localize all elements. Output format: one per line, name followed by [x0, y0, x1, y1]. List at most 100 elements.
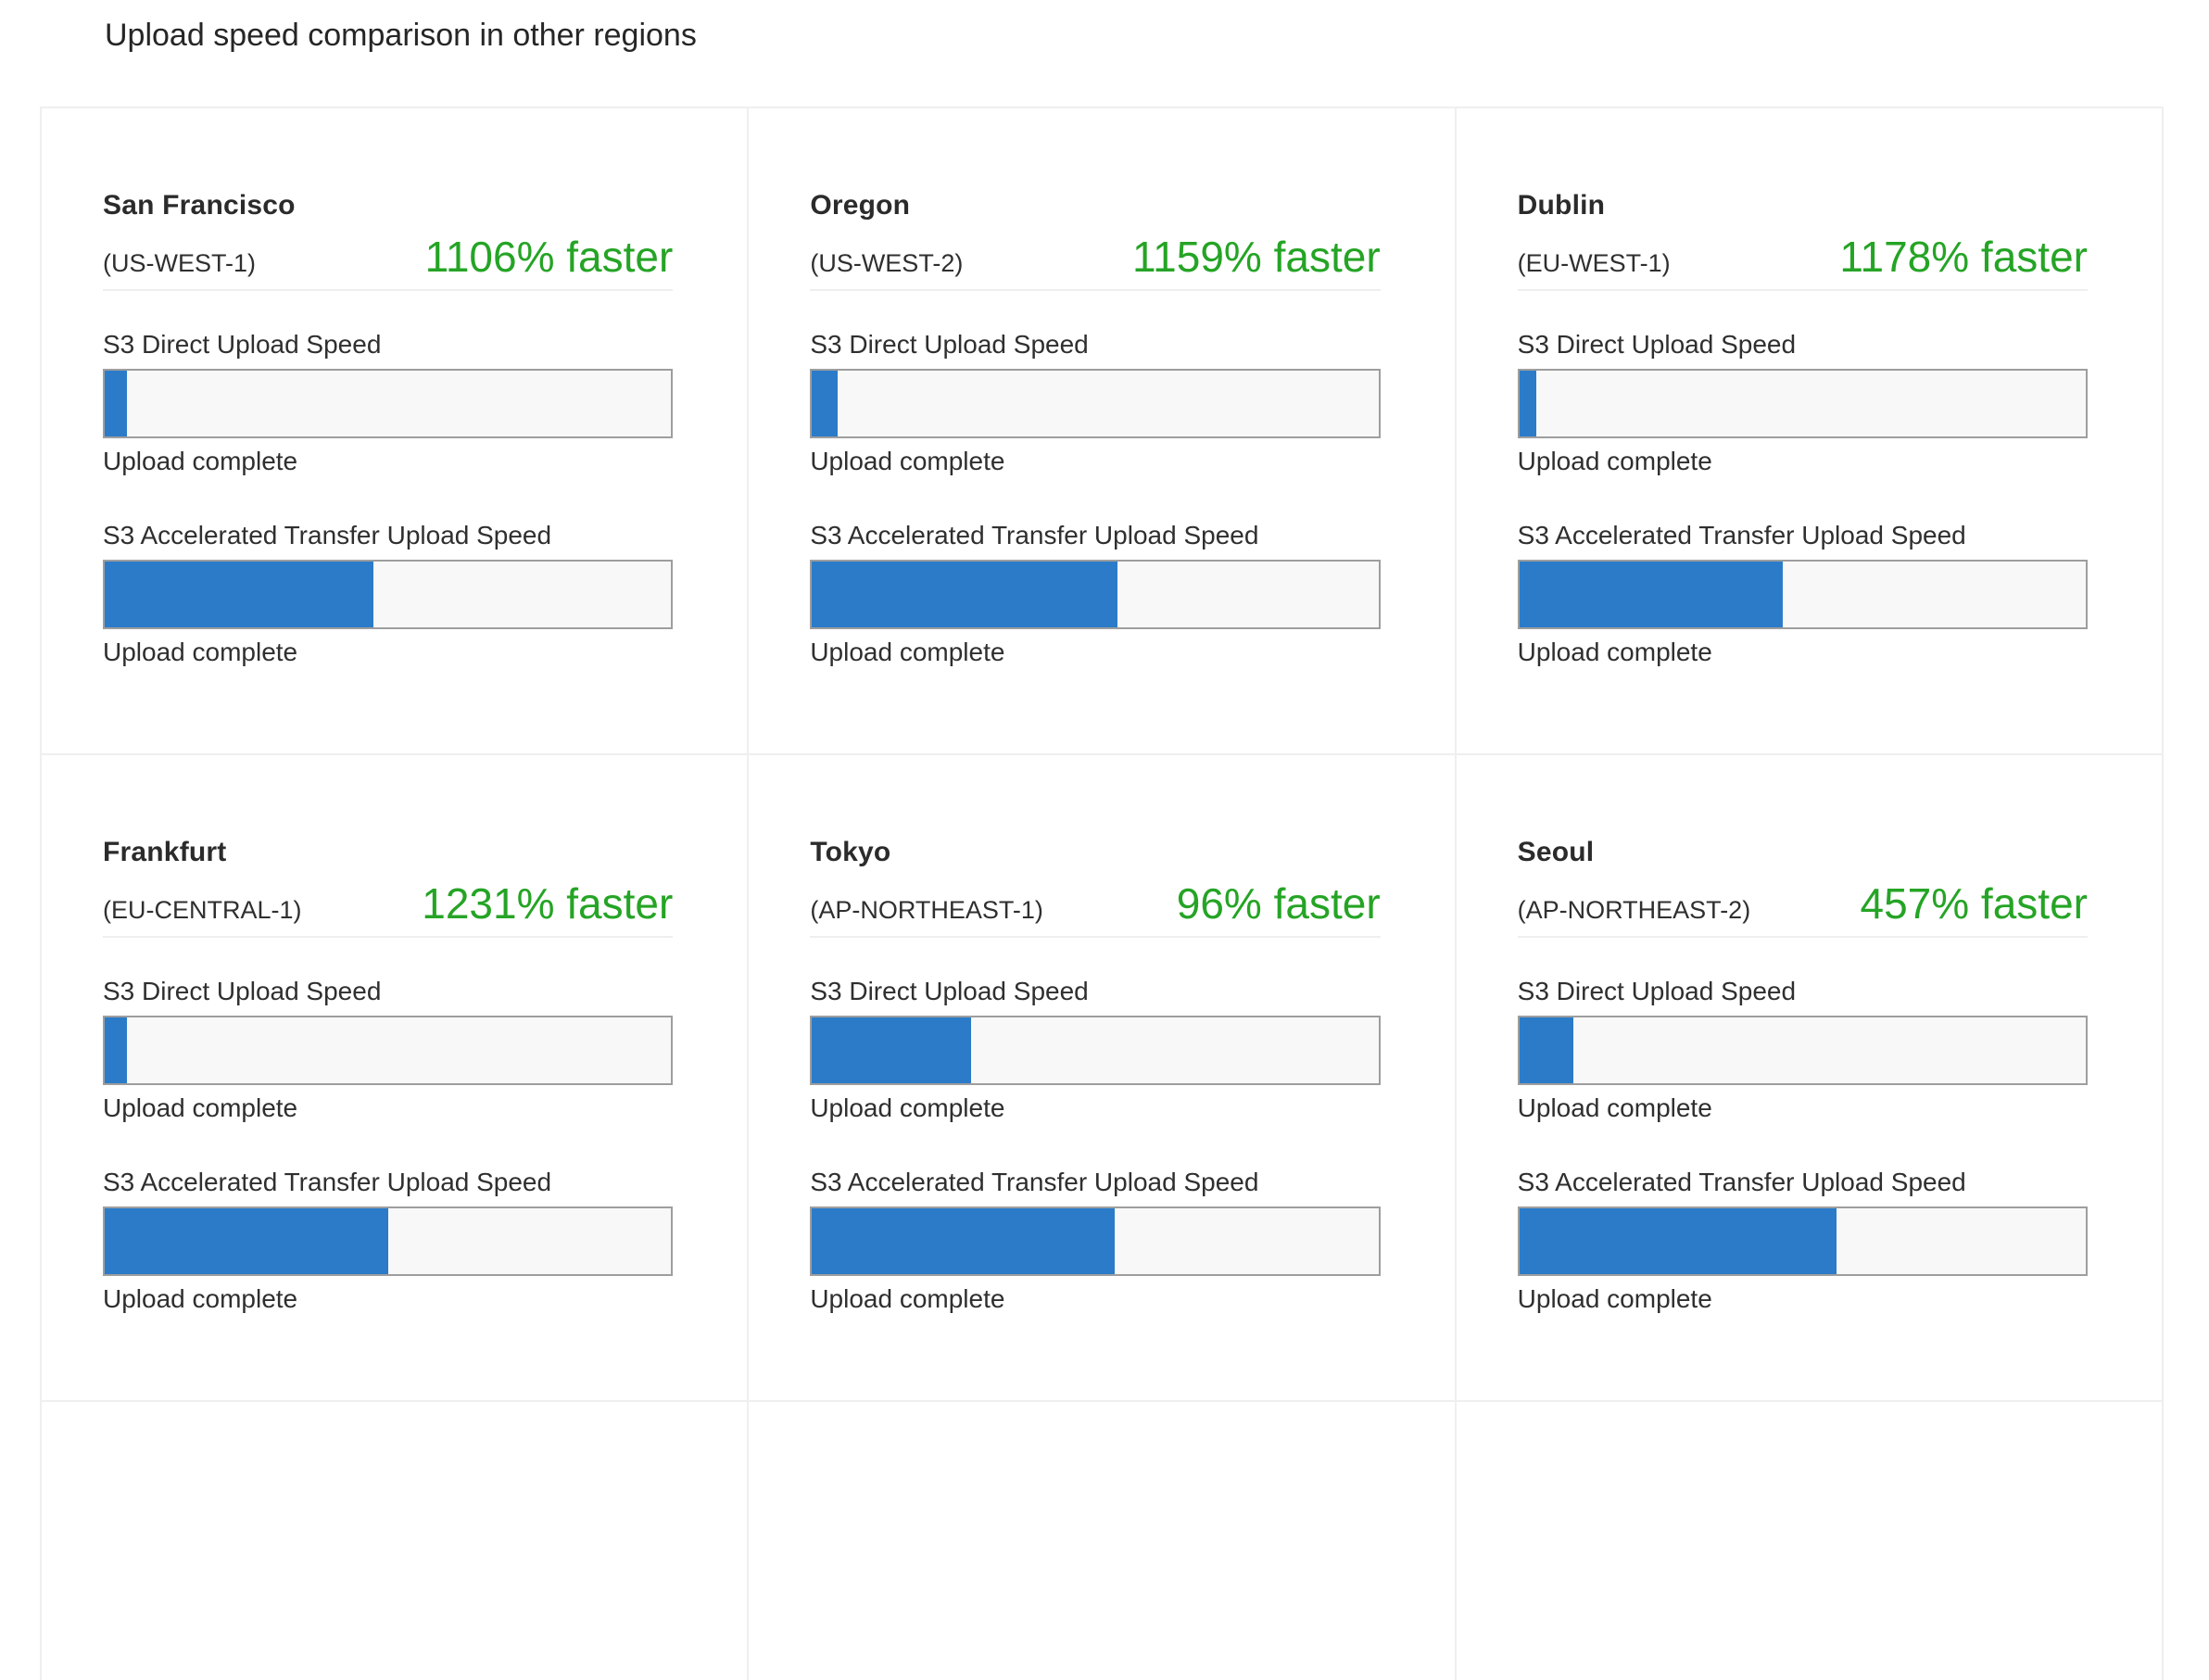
direct-upload-meter-group: S3 Direct Upload Speed Upload complete	[1517, 977, 2088, 1123]
region-card-partial	[42, 1402, 750, 1680]
direct-upload-label: S3 Direct Upload Speed	[1517, 977, 1797, 1005]
accelerated-upload-label: S3 Accelerated Transfer Upload Speed	[103, 1168, 552, 1196]
direct-upload-progressbar	[103, 1016, 674, 1085]
region-card-header: Seoul (AP-NORTHEAST-2) 457% faster	[1517, 837, 2088, 938]
direct-upload-progress-fill	[812, 371, 838, 436]
region-name: Dublin	[1517, 190, 1606, 221]
region-heading: Seoul (AP-NORTHEAST-2)	[1518, 837, 1751, 925]
region-code: (EU-CENTRAL-1)	[103, 896, 302, 924]
accelerated-upload-progressbar	[1517, 560, 2088, 629]
page-title: Upload speed comparison in other regions	[105, 18, 697, 53]
region-card-seoul: Seoul (AP-NORTHEAST-2) 457% faster S3 Di…	[1456, 755, 2164, 1402]
region-card-header: Dublin (EU-WEST-1) 1178% faster	[1517, 190, 2088, 291]
direct-upload-meter-group: S3 Direct Upload Speed Upload complete	[103, 330, 674, 476]
accelerated-upload-progress-fill	[1519, 1208, 1837, 1274]
direct-upload-meter-group: S3 Direct Upload Speed Upload complete	[810, 977, 1381, 1123]
region-card-header: Oregon (US-WEST-2) 1159% faster	[810, 190, 1381, 291]
accelerated-upload-meter-group: S3 Accelerated Transfer Upload Speed Upl…	[810, 1168, 1381, 1314]
accelerated-upload-progress-fill	[812, 1208, 1116, 1274]
upload-status: Upload complete	[810, 447, 1005, 475]
region-heading: San Francisco (US-WEST-1)	[103, 190, 296, 278]
accelerated-upload-progressbar	[1517, 1206, 2088, 1276]
region-card-header: Tokyo (AP-NORTHEAST-1) 96% faster	[810, 837, 1381, 938]
region-code: (US-WEST-2)	[810, 249, 964, 277]
accelerated-upload-progress-fill	[1519, 562, 1783, 627]
upload-status: Upload complete	[1517, 1284, 1712, 1313]
speedup-value: 457% faster	[1860, 879, 2088, 928]
upload-status: Upload complete	[1517, 447, 1712, 475]
region-card-frankfurt: Frankfurt (EU-CENTRAL-1) 1231% faster S3…	[42, 755, 750, 1402]
accelerated-upload-progressbar	[103, 1206, 674, 1276]
direct-upload-progressbar	[810, 1016, 1381, 1085]
direct-upload-progress-fill	[1519, 371, 1536, 436]
region-card-tokyo: Tokyo (AP-NORTHEAST-1) 96% faster S3 Dir…	[749, 755, 1457, 1402]
direct-upload-progress-fill	[105, 371, 128, 436]
region-name: Tokyo	[810, 837, 891, 867]
region-card-san-francisco: San Francisco (US-WEST-1) 1106% faster S…	[42, 108, 750, 755]
accelerated-upload-meter-group: S3 Accelerated Transfer Upload Speed Upl…	[810, 521, 1381, 667]
region-code: (AP-NORTHEAST-2)	[1517, 896, 1751, 924]
region-heading: Dublin (EU-WEST-1)	[1518, 190, 1671, 278]
accelerated-upload-progressbar	[810, 1206, 1381, 1276]
region-heading: Tokyo (AP-NORTHEAST-1)	[810, 837, 1043, 925]
direct-upload-progressbar	[1517, 1016, 2088, 1085]
accelerated-upload-progress-fill	[105, 562, 374, 627]
direct-upload-progress-fill	[812, 1017, 971, 1083]
direct-upload-label: S3 Direct Upload Speed	[103, 977, 382, 1005]
region-card-dublin: Dublin (EU-WEST-1) 1178% faster S3 Direc…	[1456, 108, 2164, 755]
direct-upload-meter-group: S3 Direct Upload Speed Upload complete	[810, 330, 1381, 476]
speedup-value: 1106% faster	[424, 233, 674, 282]
region-name: Frankfurt	[103, 837, 227, 867]
upload-status: Upload complete	[103, 1093, 298, 1122]
direct-upload-progressbar	[1517, 369, 2088, 438]
region-name: San Francisco	[103, 190, 296, 221]
accelerated-upload-label: S3 Accelerated Transfer Upload Speed	[810, 1168, 1259, 1196]
direct-upload-label: S3 Direct Upload Speed	[103, 330, 382, 359]
direct-upload-label: S3 Direct Upload Speed	[810, 977, 1089, 1005]
region-comparison-grid: San Francisco (US-WEST-1) 1106% faster S…	[40, 107, 2164, 1680]
direct-upload-label: S3 Direct Upload Speed	[1517, 330, 1797, 359]
region-card-partial	[1456, 1402, 2164, 1680]
upload-status: Upload complete	[103, 1284, 298, 1313]
upload-status: Upload complete	[1517, 638, 1712, 666]
region-card-oregon: Oregon (US-WEST-2) 1159% faster S3 Direc…	[749, 108, 1457, 755]
accelerated-upload-progress-fill	[812, 562, 1118, 627]
region-code: (EU-WEST-1)	[1517, 249, 1671, 277]
accelerated-upload-label: S3 Accelerated Transfer Upload Speed	[103, 521, 552, 549]
direct-upload-meter-group: S3 Direct Upload Speed Upload complete	[103, 977, 674, 1123]
upload-status: Upload complete	[103, 638, 298, 666]
page: { "page": { "title": "Upload speed compa…	[0, 17, 2209, 1680]
accelerated-upload-progressbar	[103, 560, 674, 629]
accelerated-upload-label: S3 Accelerated Transfer Upload Speed	[810, 521, 1259, 549]
accelerated-upload-meter-group: S3 Accelerated Transfer Upload Speed Upl…	[103, 1168, 674, 1314]
accelerated-upload-label: S3 Accelerated Transfer Upload Speed	[1517, 1168, 1966, 1196]
upload-status: Upload complete	[810, 638, 1005, 666]
direct-upload-progress-fill	[105, 1017, 128, 1083]
region-code: (AP-NORTHEAST-1)	[810, 896, 1043, 924]
direct-upload-progressbar	[810, 369, 1381, 438]
region-heading: Oregon (US-WEST-2)	[810, 190, 963, 278]
region-name: Seoul	[1517, 837, 1595, 867]
accelerated-upload-meter-group: S3 Accelerated Transfer Upload Speed Upl…	[1517, 1168, 2088, 1314]
upload-status: Upload complete	[1517, 1093, 1712, 1122]
region-code: (US-WEST-1)	[103, 249, 256, 277]
upload-status: Upload complete	[810, 1093, 1005, 1122]
region-heading: Frankfurt (EU-CENTRAL-1)	[103, 837, 302, 925]
accelerated-upload-progressbar	[810, 560, 1381, 629]
direct-upload-progressbar	[103, 369, 674, 438]
region-card-header: Frankfurt (EU-CENTRAL-1) 1231% faster	[103, 837, 674, 938]
direct-upload-meter-group: S3 Direct Upload Speed Upload complete	[1517, 330, 2088, 476]
accelerated-upload-label: S3 Accelerated Transfer Upload Speed	[1517, 521, 1966, 549]
speedup-value: 1178% faster	[1839, 233, 2088, 282]
direct-upload-label: S3 Direct Upload Speed	[810, 330, 1089, 359]
accelerated-upload-progress-fill	[105, 1208, 388, 1274]
speedup-value: 1231% faster	[422, 879, 674, 928]
upload-status: Upload complete	[103, 447, 298, 475]
speedup-value: 1159% faster	[1132, 233, 1381, 282]
region-card-partial	[749, 1402, 1457, 1680]
accelerated-upload-meter-group: S3 Accelerated Transfer Upload Speed Upl…	[103, 521, 674, 667]
speedup-value: 96% faster	[1176, 879, 1381, 928]
upload-status: Upload complete	[810, 1284, 1005, 1313]
region-name: Oregon	[810, 190, 911, 221]
region-card-header: San Francisco (US-WEST-1) 1106% faster	[103, 190, 674, 291]
